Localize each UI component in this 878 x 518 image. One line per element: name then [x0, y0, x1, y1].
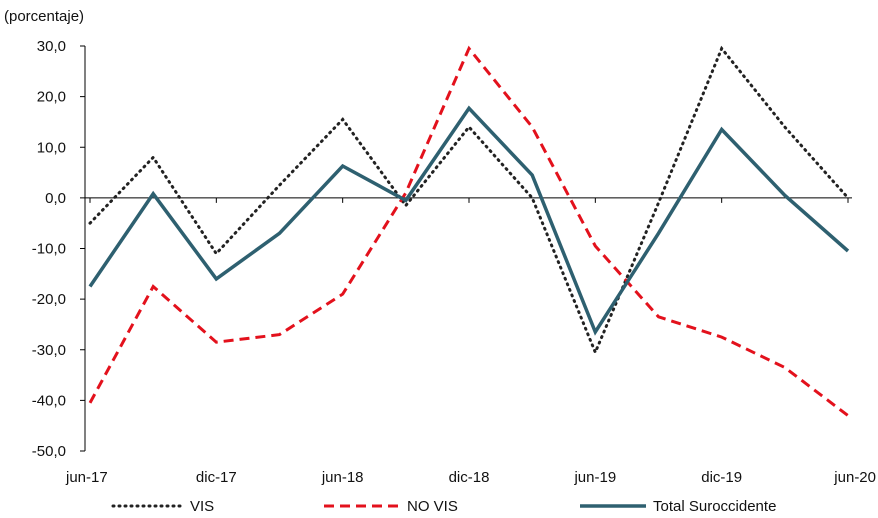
y-tick-label: 20,0: [37, 89, 66, 106]
legend: VIS NO VIS Total Suroccidente: [111, 498, 776, 515]
y-tick-labels: 30,0 20,0 10,0 0,0 -10,0 -20,0 -30,0 -40,0 -50,0: [32, 38, 66, 460]
y-tick-label: 10,0: [37, 139, 66, 156]
x-tick-label: jun-17: [65, 469, 108, 486]
series-layer: [88, 45, 850, 417]
legend-label-1: VIS: [190, 498, 214, 515]
series-line-1: [88, 45, 850, 357]
y-tick-label: -50,0: [32, 443, 66, 460]
x-tick-label: jun-20: [833, 469, 876, 486]
x-tick-label: jun-19: [573, 469, 616, 486]
series-line-2: [88, 45, 849, 417]
y-tick-label: 0,0: [45, 190, 66, 207]
x-tick-label: dic-17: [196, 469, 237, 486]
x-tick-labels: jun-17 dic-17 jun-18 dic-18 jun-19 dic-19 jun-…: [65, 469, 876, 486]
x-tick-label: dic-19: [701, 469, 742, 486]
y-tick-label: -20,0: [32, 291, 66, 308]
y-tick-label: -30,0: [32, 342, 66, 359]
axes: [80, 45, 852, 452]
y-tick-label: 30,0: [37, 38, 66, 55]
x-tick-label: dic-18: [449, 469, 490, 486]
y-tick-label: -10,0: [32, 241, 66, 258]
legend-label-3: Total Suroccidente: [653, 498, 776, 515]
y-tick-label: -40,0: [32, 392, 66, 409]
series-line-3: [88, 105, 850, 336]
legend-label-2: NO VIS: [407, 498, 458, 515]
unit-label: (porcentaje): [4, 8, 84, 25]
x-tick-label: jun-18: [321, 469, 364, 486]
